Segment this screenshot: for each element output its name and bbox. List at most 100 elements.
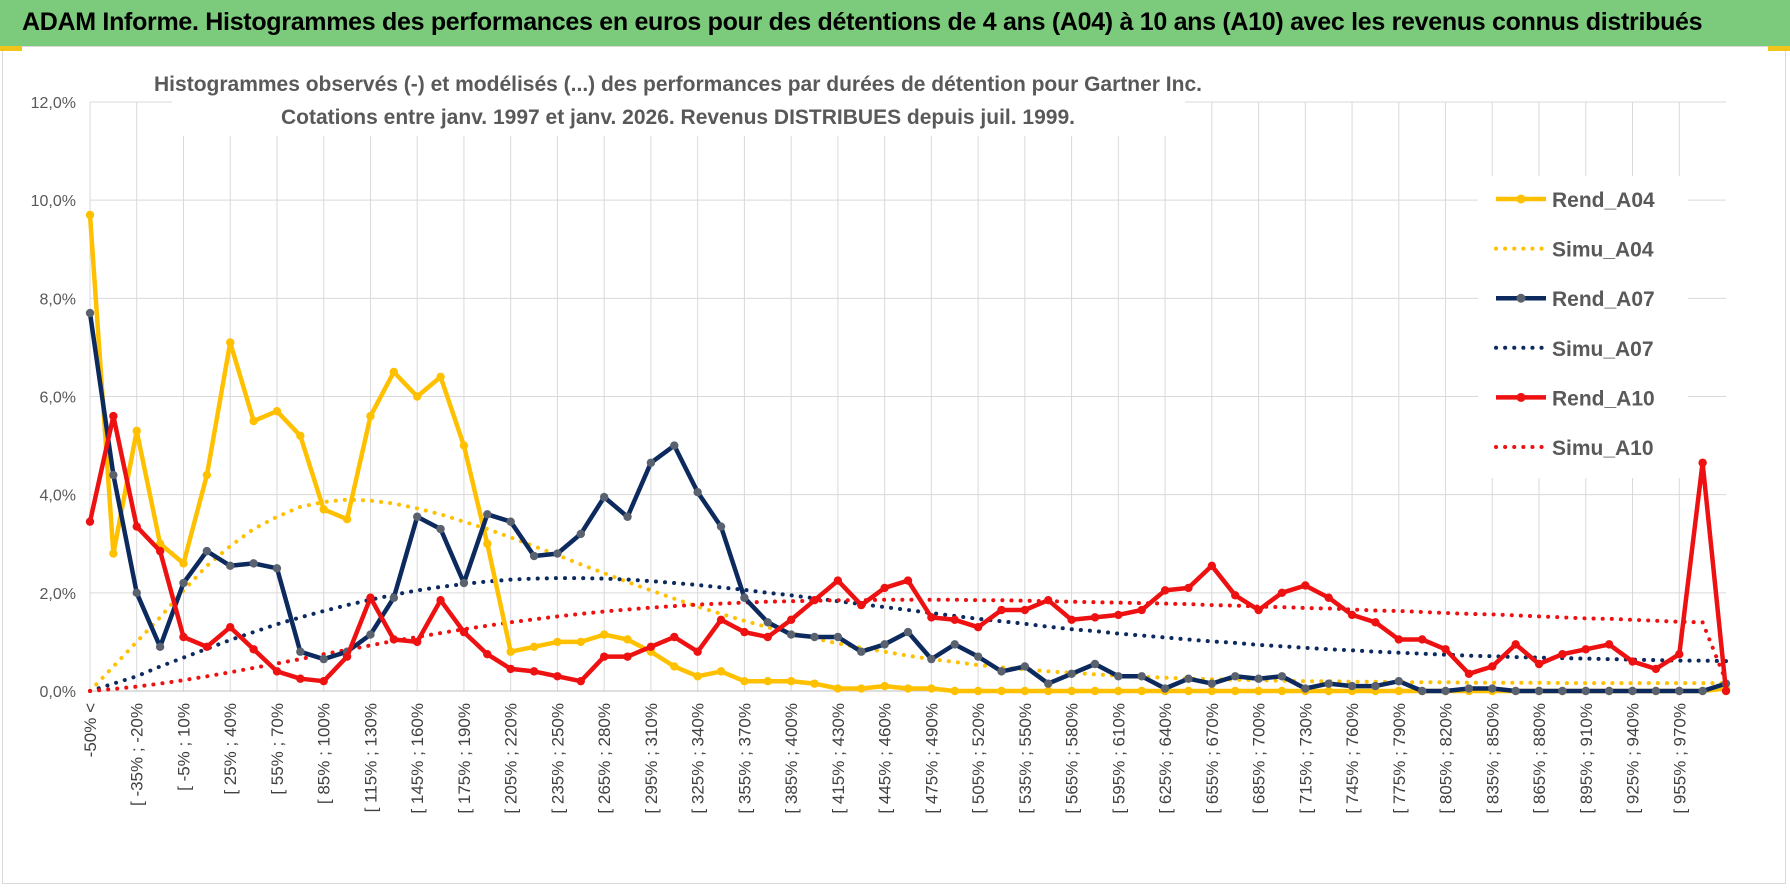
point-rend_a10 bbox=[553, 672, 562, 681]
point-rend_a10 bbox=[1277, 588, 1287, 598]
x-tick-label: [ -35% ; -20% bbox=[128, 703, 147, 806]
x-tick-label: [ 715% ; 730% bbox=[1296, 703, 1315, 814]
point-rend_a10 bbox=[413, 637, 422, 647]
point-rend_a07 bbox=[413, 512, 422, 521]
point-rend_a10 bbox=[763, 632, 772, 642]
x-tick-label: [ 775% ; 790% bbox=[1390, 703, 1409, 814]
x-tick-label: [ 625% ; 640% bbox=[1156, 703, 1175, 814]
x-tick-label: [ 505% ; 520% bbox=[969, 703, 988, 814]
point-rend_a10 bbox=[576, 676, 585, 686]
point-rend_a04 bbox=[693, 672, 702, 681]
point-rend_a10 bbox=[1675, 649, 1684, 659]
point-rend_a10 bbox=[1184, 583, 1193, 593]
series-line-simu_a04 bbox=[88, 497, 1728, 693]
point-rend_a07 bbox=[226, 561, 235, 571]
legend: Rend_A04 Simu_A04 Rend_A07 Simu_A07 Rend_A10… bbox=[1494, 189, 1655, 460]
x-tick-label: [ 85% ; 100% bbox=[315, 703, 334, 804]
point-rend_a10 bbox=[1417, 635, 1427, 644]
point-rend_a10 bbox=[997, 605, 1006, 615]
point-rend_a10 bbox=[319, 676, 328, 686]
point-rend_a04 bbox=[272, 407, 282, 416]
x-tick-label: [ 535% ; 550% bbox=[1016, 703, 1035, 814]
point-rend_a10 bbox=[389, 635, 399, 644]
point-rend_a04 bbox=[1254, 686, 1263, 696]
x-tick-label: [ 475% ; 490% bbox=[922, 703, 941, 814]
x-tick-label: [ 445% ; 460% bbox=[876, 703, 895, 814]
point-rend_a07 bbox=[1441, 686, 1450, 696]
point-rend_a10 bbox=[973, 622, 983, 632]
point-rend_a10 bbox=[1441, 645, 1450, 654]
point-rend_a04 bbox=[1394, 686, 1404, 696]
point-rend_a10 bbox=[1698, 458, 1707, 467]
chart-title-line1: Histogrammes observés (-) et modélisés (… bbox=[154, 73, 1202, 96]
point-rend_a10 bbox=[459, 627, 469, 637]
point-rend_a10 bbox=[623, 652, 632, 661]
legend-marker-rend_a07 bbox=[1516, 293, 1526, 303]
point-rend_a04 bbox=[1184, 686, 1193, 696]
point-rend_a07 bbox=[389, 593, 399, 602]
legend-label-simu_a10: Simu_A10 bbox=[1552, 437, 1654, 460]
x-tick-label: [ 655% ; 670% bbox=[1203, 703, 1222, 814]
point-rend_a07 bbox=[1394, 676, 1404, 686]
point-rend_a07 bbox=[483, 510, 492, 519]
point-rend_a10 bbox=[1137, 605, 1146, 615]
point-rend_a07 bbox=[319, 654, 328, 664]
point-rend_a10 bbox=[132, 522, 141, 531]
point-rend_a07 bbox=[249, 559, 258, 568]
point-rend_a07 bbox=[1675, 686, 1684, 696]
point-rend_a07 bbox=[623, 512, 632, 521]
point-rend_a07 bbox=[1558, 686, 1567, 696]
point-rend_a10 bbox=[1511, 640, 1520, 649]
point-rend_a10 bbox=[950, 615, 959, 625]
x-tick-label: [ 115% ; 130% bbox=[361, 703, 380, 812]
point-rend_a07 bbox=[1020, 662, 1030, 671]
point-rend_a04 bbox=[1231, 686, 1240, 696]
x-tick-label: [ 355% ; 370% bbox=[735, 703, 754, 814]
point-rend_a10 bbox=[1628, 657, 1637, 666]
point-rend_a10 bbox=[1301, 581, 1310, 590]
point-rend_a07 bbox=[973, 652, 983, 661]
point-rend_a07 bbox=[179, 578, 188, 588]
x-tick-label: [ 805% ; 820% bbox=[1437, 703, 1456, 814]
point-rend_a10 bbox=[693, 647, 702, 656]
point-rend_a07 bbox=[1417, 686, 1427, 696]
x-tick-label: [ 925% ; 940% bbox=[1624, 703, 1643, 814]
point-rend_a07 bbox=[366, 630, 375, 639]
point-rend_a10 bbox=[506, 664, 515, 674]
point-rend_a07 bbox=[716, 522, 726, 531]
point-rend_a10 bbox=[1324, 593, 1333, 602]
point-rend_a10 bbox=[249, 645, 258, 654]
point-rend_a04 bbox=[950, 686, 959, 696]
point-rend_a07 bbox=[1534, 686, 1544, 696]
point-rend_a07 bbox=[272, 564, 282, 573]
point-rend_a04 bbox=[1090, 686, 1100, 696]
point-rend_a07 bbox=[1137, 672, 1146, 681]
point-rend_a04 bbox=[623, 635, 632, 644]
point-rend_a04 bbox=[249, 416, 258, 426]
point-rend_a07 bbox=[1254, 674, 1263, 683]
point-rend_a10 bbox=[1721, 686, 1731, 696]
point-rend_a10 bbox=[1020, 605, 1030, 615]
point-rend_a04 bbox=[436, 372, 445, 382]
x-tick-label: [ 145% ; 160% bbox=[408, 703, 427, 814]
x-tick-label: [ 415% ; 430% bbox=[829, 703, 848, 814]
point-rend_a04 bbox=[927, 684, 936, 693]
point-rend_a07 bbox=[646, 458, 656, 467]
point-rend_a07 bbox=[1301, 684, 1310, 693]
point-rend_a04 bbox=[179, 559, 188, 568]
point-rend_a07 bbox=[1604, 686, 1614, 696]
series-layer bbox=[85, 210, 1731, 696]
point-rend_a10 bbox=[1254, 605, 1263, 615]
point-rend_a04 bbox=[553, 637, 562, 647]
y-tick-label: 0,0% bbox=[40, 684, 76, 701]
point-rend_a10 bbox=[366, 593, 375, 602]
point-rend_a07 bbox=[1067, 669, 1076, 679]
y-tick-label: 4,0% bbox=[40, 488, 76, 505]
chart-title-line2: Cotations entre janv. 1997 et janv. 2026… bbox=[281, 106, 1075, 129]
point-rend_a07 bbox=[1090, 659, 1100, 669]
point-rend_a04 bbox=[763, 676, 772, 686]
y-tick-label: 2,0% bbox=[40, 586, 76, 603]
point-rend_a04 bbox=[576, 637, 585, 647]
legend-label-rend_a07: Rend_A07 bbox=[1552, 288, 1655, 311]
